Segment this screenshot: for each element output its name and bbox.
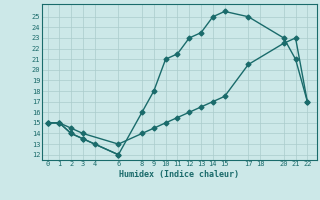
X-axis label: Humidex (Indice chaleur): Humidex (Indice chaleur) xyxy=(119,170,239,179)
